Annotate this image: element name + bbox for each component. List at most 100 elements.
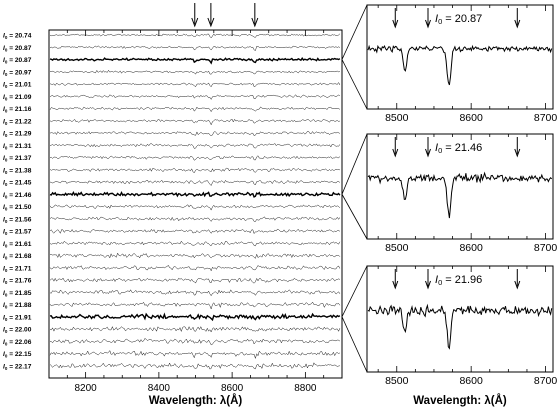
absorption-line-arrowhead [514,148,521,158]
absorption-line-arrowhead [251,17,259,28]
spectrum-line [49,143,341,149]
spectrum-line [49,106,340,113]
series-label: I0 = 21.37 [3,155,32,163]
spectrum-line [49,362,340,370]
spectrum-line [49,252,341,259]
x-tick-label: 8700 [534,112,558,124]
spectrum-line [49,155,341,161]
spectrum-line [49,94,341,100]
connector-line [341,59,368,110]
x-tick-label: 8700 [534,242,558,254]
series-label: I0 = 21.85 [3,290,32,298]
x-tick-label: 8200 [75,383,98,394]
spectrum-line [49,33,341,39]
spectrum-line [49,204,341,211]
magnitude-annotation: I0 = 20.87 [435,13,482,26]
connector-line [341,265,368,317]
x-tick-label: 8600 [459,242,483,254]
spectrum-line [49,69,340,75]
x-tick-label: 8500 [385,375,409,387]
spectrum-line [49,167,340,174]
series-label: I0 = 22.15 [3,351,32,359]
series-label: I0 = 21.16 [3,106,32,114]
absorption-line-arrowhead [514,280,521,290]
connector-line [341,316,368,373]
absorption-line-arrowhead [392,148,399,158]
absorption-line-arrowhead [392,19,399,29]
series-label: I0 = 22.17 [3,363,32,371]
zoom-plot-frame [366,4,554,110]
spectrum-line [49,338,341,346]
absorption-line-arrowhead [425,280,431,290]
spectrum-line [49,277,340,284]
zoom-spectrum-line [367,303,553,350]
spectrum-line [49,289,341,297]
spectrum-line [49,82,341,88]
series-label: I0 = 21.71 [3,265,32,273]
series-label: I0 = 21.09 [3,94,32,102]
zoom-connector-lines [341,4,368,373]
spectrum-line [49,56,341,65]
main-spectra-panel: I0 = 20.74 I0 = 20.87 I0 = 20.87 I0 = 20.97… [3,3,343,407]
absorption-line-arrowhead [425,19,431,29]
spectrum-line [49,240,341,247]
connector-line [341,4,368,60]
zoom-plot-frame [366,133,554,240]
series-label: I0 = 21.46 [3,192,32,200]
spectrum-line [49,118,340,126]
zoom-panel-2: I0 = 21.46 8500 8600 8700 [366,133,558,254]
series-label: I0 = 22.06 [3,339,32,347]
spectrum-line [49,216,341,222]
series-label: I0 = 21.76 [3,278,32,286]
series-label: I0 = 21.29 [3,131,32,139]
series-label: I0 = 20.87 [3,57,32,65]
series-label: I0 = 21.38 [3,167,32,175]
series-label: I0 = 20.97 [3,69,32,77]
spectrum-line [49,301,341,310]
spectrum-line [49,179,341,186]
zoom-panel-3: I0 = 21.96 8500 8600 8700 Wavelength: λ(Å) [366,265,558,407]
zoom-spectrum-line [367,171,553,219]
series-label: I0 = 21.01 [3,82,32,90]
magnitude-annotation: I0 = 21.96 [435,274,482,287]
zoom-spectrum-line [367,44,553,86]
absorption-line-arrowhead [191,17,199,28]
spectrum-line [49,326,341,333]
absorption-line-arrowhead [514,19,521,29]
x-tick-label: 8600 [459,375,483,387]
x-tick-label: 8700 [534,375,558,387]
series-label: I0 = 21.68 [3,253,32,261]
spectrum-line [49,264,341,272]
series-label: I0 = 22.00 [3,327,32,335]
x-tick-label: 8600 [221,383,244,394]
spectrum-line [49,350,341,360]
spectrum-line [49,45,341,51]
series-label: I0 = 21.57 [3,229,32,237]
zoom-panels: I0 = 20.87 8500 8600 8700 I0 = 21.46 8500 8600… [366,4,558,407]
x-tick-label: 8400 [148,383,171,394]
x-axis-label: Wavelength: λ(Å) [413,394,507,407]
main-plot-frame [48,29,343,379]
series-label: I0 = 20.74 [3,33,32,41]
spectrum-line [49,312,341,322]
x-tick-label: 8500 [385,112,409,124]
series-label: I0 = 21.91 [3,314,32,322]
absorption-line-arrowhead [425,148,431,158]
series-label: I0 = 21.56 [3,216,32,224]
connector-line [341,133,368,195]
series-label: I0 = 21.45 [3,180,32,188]
connector-line [341,194,368,240]
absorption-line-arrowhead [207,17,215,28]
series-label: I0 = 20.87 [3,45,32,53]
series-label: I0 = 21.61 [3,241,32,249]
x-tick-label: 8800 [294,383,317,394]
x-tick-label: 8500 [385,242,409,254]
series-label: I0 = 21.31 [3,143,32,151]
zoom-plot-frame [366,265,554,373]
spectrum-line [49,131,340,136]
x-tick-label: 8600 [459,112,483,124]
spectrum-line [49,228,341,235]
x-axis-label: Wavelength: λ(Å) [149,394,243,407]
series-label: I0 = 21.88 [3,302,32,310]
